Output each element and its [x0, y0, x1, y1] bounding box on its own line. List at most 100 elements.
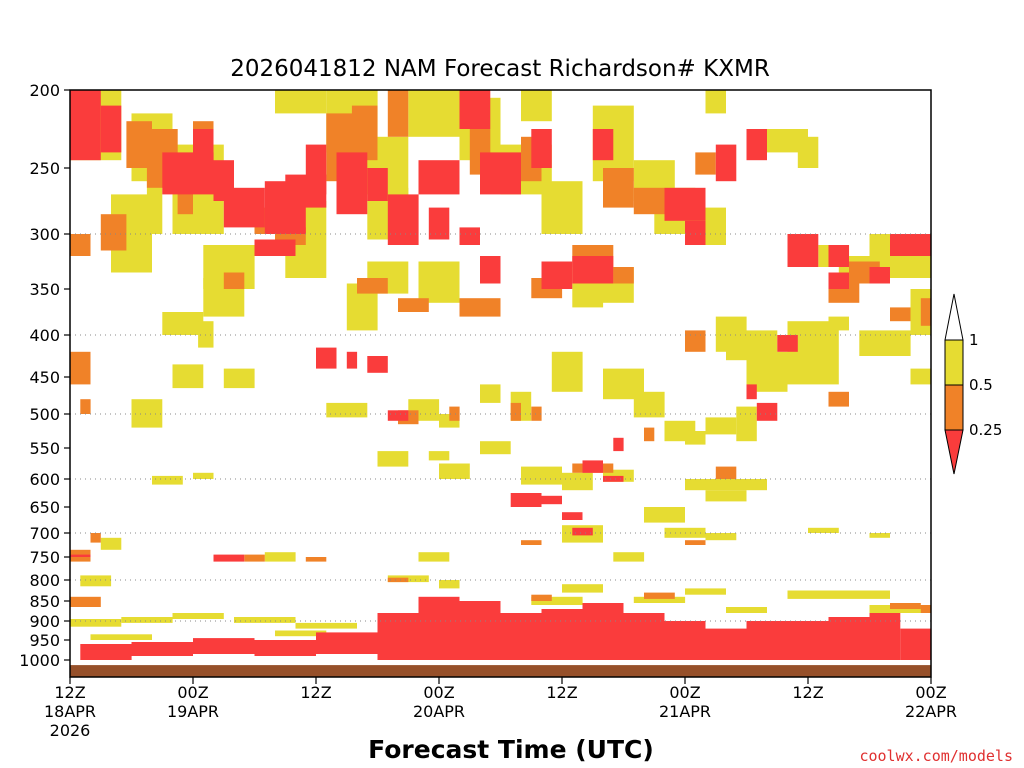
ri-cell-0-5 [162, 312, 204, 335]
ri-cell-2-64 [787, 621, 829, 660]
ri-cell-1-40 [521, 540, 542, 545]
ri-cell-0-70 [152, 475, 183, 485]
legend-level-2: 0.25 [969, 421, 1002, 439]
ri-cell-1-3 [126, 121, 152, 168]
ri-cell-2-43 [213, 554, 245, 562]
ri-cell-1-0 [100, 214, 127, 251]
ri-cell-0-34 [890, 256, 931, 278]
ri-cell-2-66 [869, 613, 901, 660]
ri-cell-0-56 [685, 431, 706, 445]
ri-cell-0-61 [439, 463, 470, 479]
y-tick-label-400: 400 [29, 326, 60, 345]
ri-cell-0-44 [131, 399, 163, 428]
ri-cell-1-12 [223, 272, 245, 289]
ri-cell-0-72 [100, 537, 122, 550]
ri-cell-0-91 [172, 613, 224, 619]
ri-cell-2-28 [828, 245, 849, 267]
ri-cell-0-29 [705, 90, 726, 114]
legend-level-0: 1 [969, 331, 979, 349]
ri-cell-2-48 [254, 239, 296, 256]
ri-cell-0-79 [869, 533, 890, 538]
ri-cell-2-63 [746, 621, 788, 660]
ri-cell-0-74 [418, 552, 450, 562]
legend-swatch-0 [944, 339, 964, 386]
ri-cell-0-59 [377, 451, 409, 467]
ri-cell-1-35 [644, 427, 655, 442]
ri-cell-2-52 [254, 640, 316, 656]
y-tick-label-550: 550 [29, 439, 60, 458]
ri-cell-1-48 [890, 603, 921, 609]
ri-cell-2-20 [541, 261, 573, 289]
ri-cell-0-69 [705, 490, 747, 502]
ri-cell-2-31 [828, 272, 849, 289]
ri-cell-2-51 [193, 638, 255, 654]
x-tick-label-7-1: 22APR [905, 702, 957, 721]
ri-cell-0-94 [90, 634, 152, 640]
ri-cell-2-21 [572, 256, 614, 284]
ri-cell-2-32 [777, 335, 798, 352]
y-tick-label-350: 350 [29, 280, 60, 299]
ri-cell-0-31 [797, 136, 819, 168]
y-tick-label-250: 250 [29, 159, 60, 178]
ri-cell-1-32 [510, 402, 521, 421]
x-tick-label-4-0: 12Z [546, 683, 577, 702]
ri-cell-1-37 [90, 533, 101, 543]
ri-cell-2-11 [387, 194, 419, 245]
gridlines [70, 233, 931, 622]
ri-cell-2-1 [100, 105, 122, 153]
ri-cell-0-88 [818, 592, 870, 597]
ri-cell-2-27 [787, 234, 819, 267]
ri-cell-1-29 [70, 351, 91, 385]
ri-cell-2-65 [828, 617, 870, 660]
x-tick-label-0-0: 12Z [54, 683, 85, 702]
ri-cell-2-17 [531, 129, 552, 168]
ri-cell-0-84 [562, 584, 603, 593]
heatmap-cells [70, 90, 932, 660]
ri-cell-2-40 [541, 495, 562, 505]
ri-cell-0-46 [223, 368, 255, 389]
legend-swatch-1 [944, 384, 964, 431]
ri-cell-2-53 [316, 632, 378, 654]
x-tick-label-7-0: 00Z [915, 683, 946, 702]
ri-cell-1-1 [70, 234, 91, 256]
ri-cell-2-33 [316, 347, 337, 369]
y-axis: 200 250 300 350 400 450 500 550 600 650 700 750 800 8… [19, 81, 70, 670]
ri-cell-0-64 [562, 472, 593, 491]
ri-cell-1-26 [890, 307, 911, 322]
ri-cell-0-24 [198, 321, 214, 348]
ri-cell-2-37 [582, 460, 603, 473]
ri-cell-1-8 [387, 90, 409, 137]
x-axis-label: Forecast Time (UTC) [368, 735, 654, 764]
ri-cell-2-13 [418, 160, 460, 195]
ri-cell-0-90 [121, 617, 173, 623]
ri-cell-2-23 [664, 187, 706, 221]
ri-cell-2-47 [613, 437, 624, 452]
ri-cell-2-42 [572, 527, 593, 536]
y-tick-label-650: 650 [29, 498, 60, 517]
ri-cell-0-80 [705, 533, 737, 541]
ri-cell-2-49 [80, 644, 132, 660]
ri-cell-0-98 [633, 596, 686, 603]
ri-cell-1-38 [244, 554, 265, 562]
x-tick-label-5-1: 21APR [659, 702, 711, 721]
ri-cell-2-54 [377, 613, 419, 660]
ri-cell-0-71 [193, 472, 214, 479]
legend-cap-top [944, 293, 964, 341]
ri-cell-2-56 [459, 601, 501, 660]
ri-cell-2-62 [705, 628, 747, 660]
ri-cell-0-63 [521, 466, 562, 485]
ri-cell-0-17 [541, 181, 583, 234]
credit-watermark: coolwx.com/models [859, 747, 1013, 765]
legend-colorbar: 1 0.5 0.25 [944, 293, 1002, 475]
x-tick-label-0-2: 2026 [50, 721, 91, 740]
ri-cell-2-57 [500, 613, 542, 660]
y-tick-label-300: 300 [29, 225, 60, 244]
ri-cell-0-58 [736, 406, 757, 442]
plot-area [70, 90, 932, 677]
ri-cell-1-43 [387, 577, 409, 583]
ri-cell-0-21 [418, 261, 460, 303]
ri-cell-1-22 [695, 152, 716, 175]
ri-cell-1-16 [459, 298, 501, 317]
x-tick-label-1-0: 00Z [177, 683, 208, 702]
